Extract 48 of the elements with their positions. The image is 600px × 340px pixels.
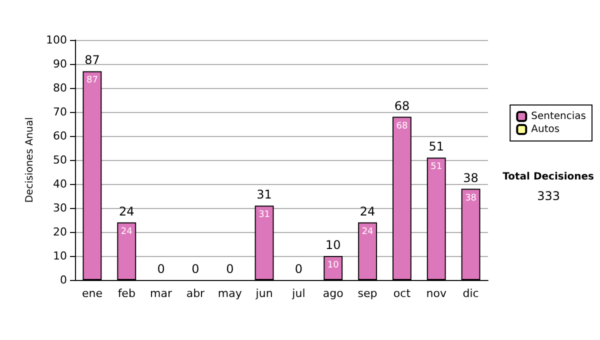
x-tick-label: mar xyxy=(150,287,173,300)
data-label: 87 xyxy=(86,76,98,86)
y-tick-label: 90 xyxy=(53,58,67,70)
y-tick-label: 60 xyxy=(53,130,67,142)
x-tick-label: sep xyxy=(358,287,378,300)
total-label: 0 xyxy=(294,262,303,276)
data-label: 68 xyxy=(396,121,408,132)
total-label: 24 xyxy=(360,204,376,218)
total-label: 0 xyxy=(192,262,200,276)
data-label: 51 xyxy=(430,162,442,172)
data-label: 24 xyxy=(362,226,374,237)
y-tick-label: 70 xyxy=(53,106,67,118)
total-label: 10 xyxy=(325,238,341,252)
y-tick-label: 20 xyxy=(53,226,67,238)
x-tick-label: jul xyxy=(291,287,306,300)
x-tick-label: nov xyxy=(426,287,447,300)
x-tick-label: oct xyxy=(393,287,412,300)
text: 333 xyxy=(537,189,560,203)
total-label: 0 xyxy=(226,262,234,276)
x-tick-label: may xyxy=(218,287,242,300)
y-tick-label: 0 xyxy=(60,274,67,286)
x-tick-label: dic xyxy=(462,287,479,300)
x-tick-label: ago xyxy=(322,287,344,300)
total-label: 87 xyxy=(84,53,100,68)
x-tick-label: jun xyxy=(254,287,273,300)
data-label: 31 xyxy=(258,210,270,220)
total-label: 51 xyxy=(428,140,444,154)
y-tick-label: 80 xyxy=(53,82,67,94)
y-tick-label: 50 xyxy=(53,154,67,166)
legend-label: Autos xyxy=(531,124,560,135)
data-label: 24 xyxy=(120,226,133,237)
y-axis-title: Decisiones Anual xyxy=(24,117,36,203)
total-label: 68 xyxy=(394,98,410,113)
data-label: 10 xyxy=(327,260,340,270)
x-tick-label: abr xyxy=(186,287,206,300)
y-tick-label: 40 xyxy=(53,178,67,190)
y-tick-label: 10 xyxy=(53,250,67,262)
total-label: 24 xyxy=(118,204,134,218)
x-tick-label: ene xyxy=(82,287,103,300)
text: Total Decisiones xyxy=(502,172,594,182)
data-label: 38 xyxy=(465,193,477,204)
y-tick-label: 100 xyxy=(46,34,67,46)
total-label: 0 xyxy=(157,262,165,276)
x-tick-label: feb xyxy=(118,287,136,300)
total-label: 38 xyxy=(463,170,478,185)
total-label: 31 xyxy=(256,188,272,202)
legend-label: Sentencias xyxy=(531,111,586,122)
y-tick-label: 30 xyxy=(53,202,67,214)
